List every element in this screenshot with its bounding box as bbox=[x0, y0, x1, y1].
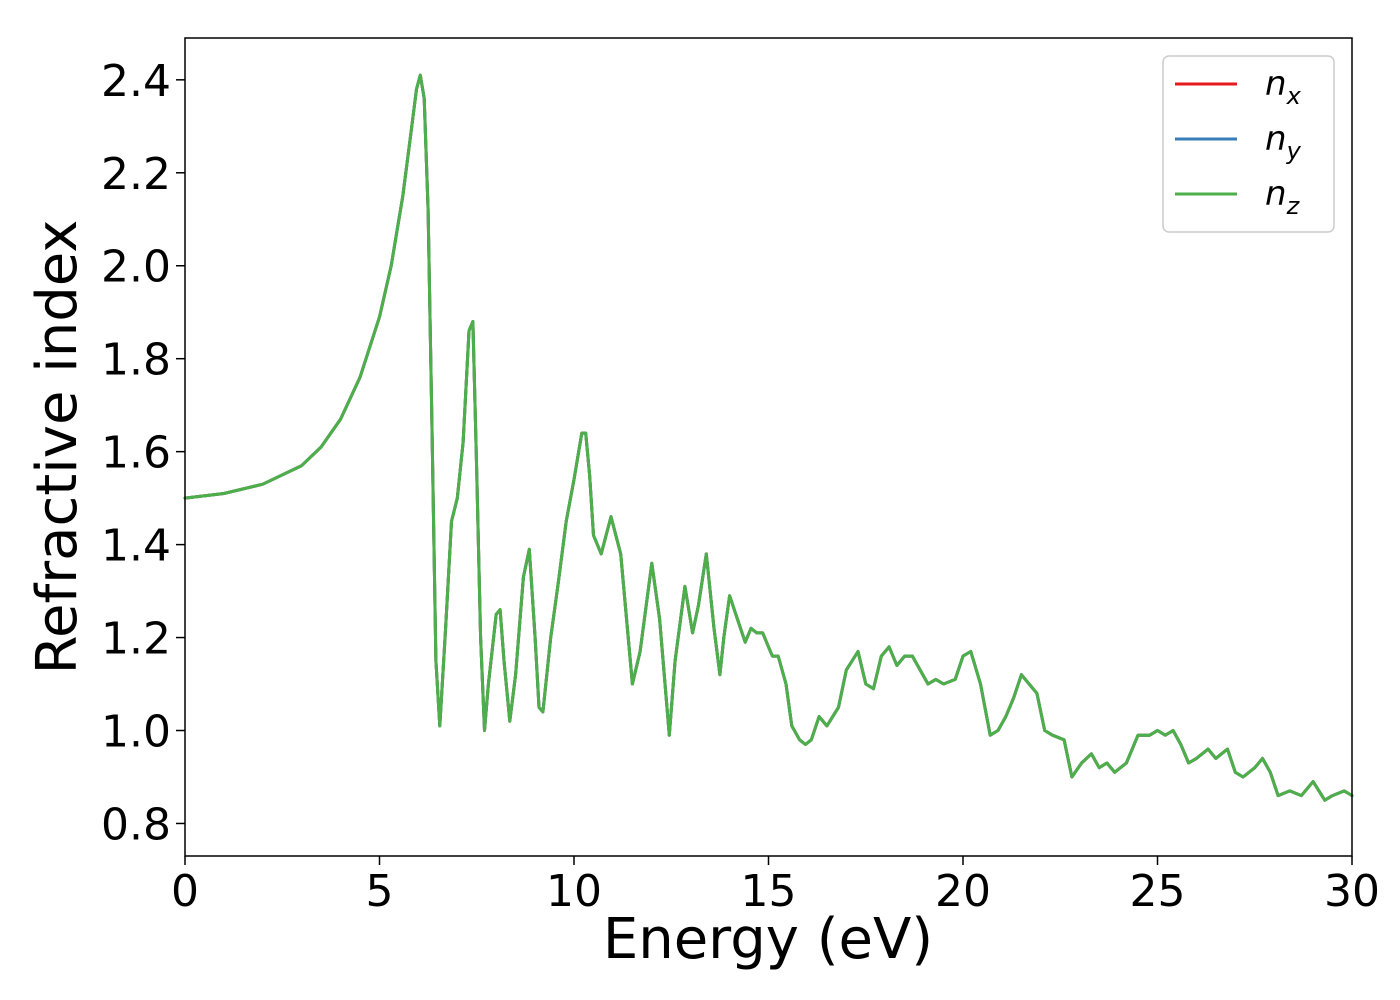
x-tick-label: 25 bbox=[1130, 866, 1186, 917]
x-axis: 0 5 10 15 20 25 30 bbox=[171, 856, 1380, 917]
x-tick-label: 15 bbox=[741, 866, 797, 917]
x-axis-title: Energy (eV) bbox=[603, 907, 933, 972]
y-tick-label: 2.4 bbox=[101, 56, 171, 107]
series-line-n-z bbox=[183, 73, 1354, 802]
y-tick-label: 2.2 bbox=[101, 149, 171, 200]
x-tick-label: 0 bbox=[171, 866, 199, 917]
y-tick-label: 1.2 bbox=[101, 614, 171, 665]
legend-label-y: ny bbox=[1265, 119, 1302, 165]
legend-box bbox=[1162, 55, 1335, 233]
x-tick-label: 10 bbox=[546, 866, 602, 917]
x-tick-label: 30 bbox=[1324, 866, 1380, 917]
y-axis: 0.8 1.0 1.2 1.4 1.6 1.8 2.0 2.2 2.4 bbox=[101, 56, 185, 850]
legend-label-z: nz bbox=[1265, 174, 1301, 220]
series-layer bbox=[183, 73, 1354, 802]
plot-area bbox=[185, 38, 1352, 856]
y-tick-label: 1.4 bbox=[101, 521, 171, 572]
y-tick-label: 1.8 bbox=[101, 335, 171, 386]
y-tick-label: 1.6 bbox=[101, 428, 171, 479]
x-tick-label: 20 bbox=[935, 866, 991, 917]
y-tick-label: 1.0 bbox=[101, 707, 171, 758]
x-tick-label: 5 bbox=[366, 866, 394, 917]
y-tick-label: 2.0 bbox=[101, 242, 171, 293]
y-tick-label: 0.8 bbox=[101, 799, 171, 850]
y-axis-title: Refractive index bbox=[25, 220, 90, 675]
